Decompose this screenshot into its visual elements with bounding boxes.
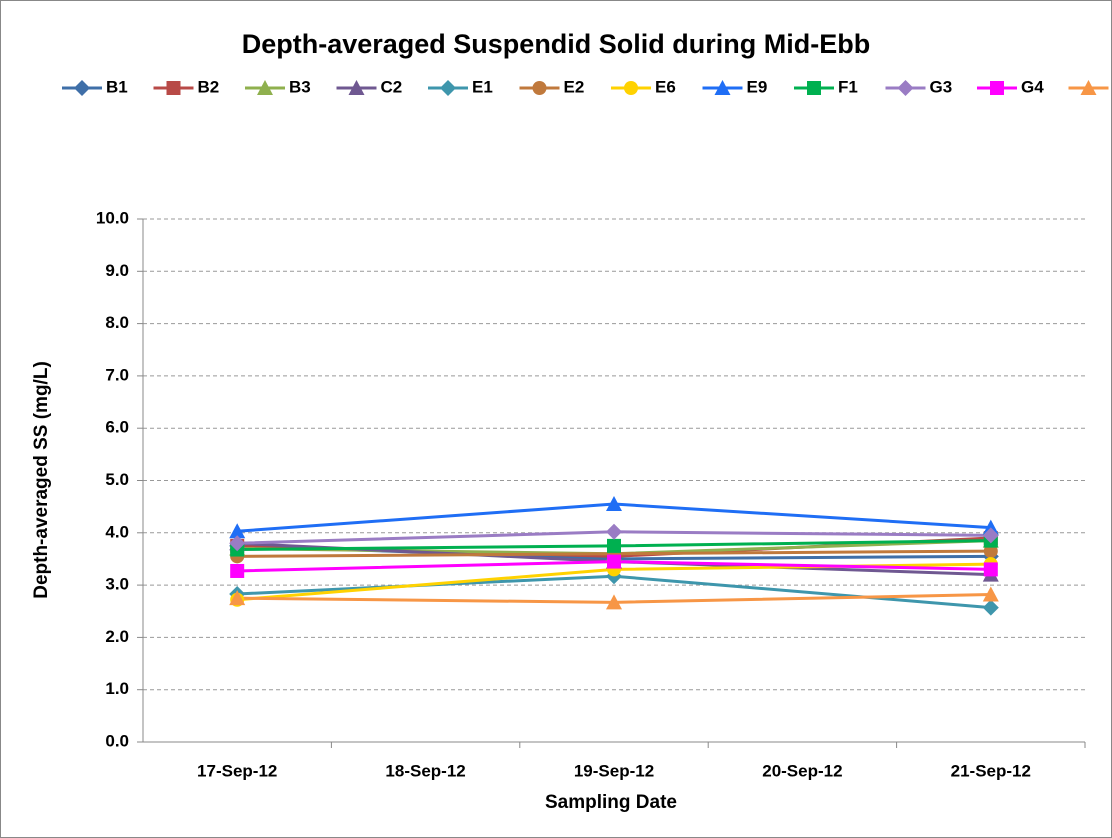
legend-label: B3 (289, 77, 311, 96)
y-tick-label: 10.0 (96, 208, 129, 227)
legend-item: B2 (153, 77, 220, 96)
y-tick-label: 3.0 (105, 575, 129, 594)
marker (166, 81, 181, 95)
marker (714, 80, 731, 95)
marker (607, 554, 621, 569)
marker (440, 80, 456, 96)
chart-title: Depth-averaged Suspendid Solid during Mi… (242, 29, 871, 59)
legend-item: G3 (885, 77, 953, 96)
marker (607, 538, 621, 553)
y-tick-label: 5.0 (105, 470, 129, 489)
legend-item: E9 (702, 77, 768, 96)
legend-label: F1 (838, 77, 858, 96)
x-tick-label: 18-Sep-12 (385, 761, 465, 780)
marker (983, 562, 998, 577)
marker (532, 81, 547, 95)
legend-item: B1 (62, 77, 128, 96)
marker (606, 496, 622, 512)
marker (982, 586, 999, 602)
y-tick-label: 1.0 (105, 679, 129, 698)
y-tick-label: 4.0 (105, 522, 129, 541)
y-tick-label: 2.0 (105, 627, 129, 646)
legend-item: B3 (245, 77, 311, 96)
x-tick-label: 21-Sep-12 (951, 761, 1031, 780)
marker (624, 81, 638, 95)
legend-label: E9 (747, 77, 768, 96)
marker (807, 81, 821, 95)
marker (982, 599, 999, 616)
x-tick-label: 17-Sep-12 (197, 761, 277, 780)
legend-item: G7 (1068, 80, 1109, 95)
marker (230, 563, 245, 578)
marker (257, 80, 273, 95)
legend-item: E2 (519, 77, 585, 96)
marker (982, 527, 999, 544)
legend-label: B1 (106, 77, 128, 96)
legend-label: C2 (381, 77, 403, 96)
marker (982, 519, 999, 535)
marker (229, 535, 246, 552)
marker (606, 523, 622, 540)
marker (229, 523, 246, 539)
marker (606, 594, 622, 610)
legend-label: G4 (1021, 77, 1044, 96)
y-tick-label: 0.0 (105, 731, 129, 750)
legend-label: G3 (930, 77, 953, 96)
legend-item: F1 (794, 77, 858, 96)
legend-label: E6 (655, 77, 676, 96)
y-axis-title: Depth-averaged SS (mg/L) (31, 361, 52, 599)
marker (990, 81, 1004, 95)
marker (1080, 80, 1097, 95)
legend-item: C2 (336, 77, 403, 96)
x-tick-label: 20-Sep-12 (762, 761, 842, 780)
y-tick-label: 6.0 (105, 418, 129, 437)
marker (897, 80, 914, 96)
marker (74, 80, 90, 96)
y-tick-label: 9.0 (105, 261, 129, 280)
legend-label: B2 (198, 77, 220, 96)
x-axis-title: Sampling Date (545, 792, 677, 813)
legend-label: E1 (472, 77, 493, 96)
legend-item: E1 (428, 77, 493, 96)
marker (348, 80, 365, 95)
legend-label: E2 (564, 77, 585, 96)
x-tick-label: 19-Sep-12 (574, 761, 654, 780)
marker (229, 590, 246, 606)
legend-item: E6 (611, 77, 676, 96)
y-tick-label: 8.0 (105, 313, 129, 332)
legend-item: G4 (977, 77, 1044, 96)
y-tick-label: 7.0 (105, 365, 129, 384)
